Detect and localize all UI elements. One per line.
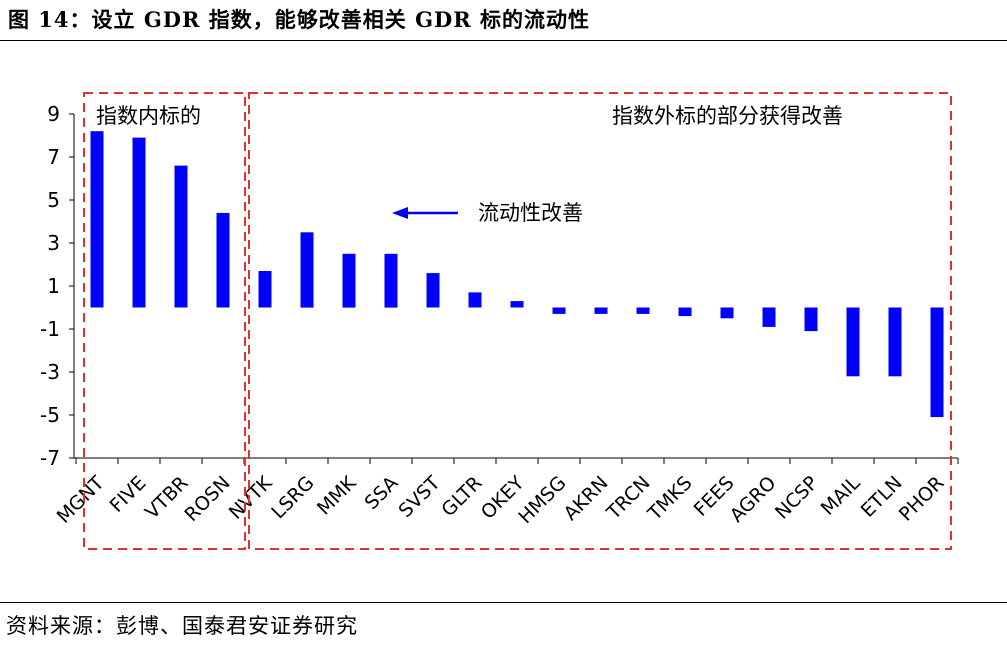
bar-agro: [762, 307, 776, 327]
group-label-non-index: 指数外标的部分获得改善: [612, 104, 843, 128]
bar-chart: 97531-1-3-5-7MGNTFIVEVTBRROSNNVTKLSRGMMK…: [40, 92, 959, 550]
group-label-index-members: 指数内标的: [96, 104, 201, 128]
bar-okey: [510, 301, 524, 308]
group-box-2: [248, 92, 952, 550]
bar-lsrg: [300, 232, 314, 308]
x-tick-label-lsrg: LSRG: [267, 472, 318, 523]
x-tick-label-hmsg: HMSG: [514, 472, 570, 528]
bar-mmk: [342, 253, 356, 308]
x-tick-label-trcn: TRCN: [602, 472, 655, 525]
bar-phor: [930, 307, 944, 418]
bar-rosn: [216, 212, 230, 308]
bar-tmks: [678, 307, 692, 317]
x-tick-label-gltr: GLTR: [437, 472, 486, 521]
y-tick-label: 1: [47, 274, 60, 298]
y-tick-label: 5: [47, 188, 60, 212]
figure-title: 图 14：设立 GDR 指数，能够改善相关 GDR 标的流动性: [8, 7, 590, 32]
x-tick-label-tmks: TMKS: [643, 472, 696, 525]
y-tick-label: -5: [40, 403, 60, 427]
source-divider: [0, 602, 1007, 603]
y-tick-label: 3: [47, 231, 60, 255]
y-tick-label: 7: [47, 145, 60, 169]
title-divider: [0, 40, 1007, 41]
y-tick-label: -1: [40, 317, 60, 341]
x-tick-label-mgnt: MGNT: [53, 472, 109, 528]
bar-nvtk: [258, 271, 272, 308]
y-tick-label: -7: [40, 446, 60, 470]
x-tick-label-svst: SVST: [395, 472, 445, 522]
annotation-label: 流动性改善: [478, 201, 583, 225]
bar-five: [132, 137, 146, 308]
group-box-1: [83, 92, 246, 550]
bar-fees: [720, 307, 734, 319]
x-tick-label-rosn: ROSN: [180, 472, 234, 526]
x-tick-label-mail: MAIL: [817, 472, 865, 520]
bar-etln: [888, 307, 902, 377]
x-tick-label-akrn: AKRN: [560, 472, 613, 525]
annotation-arrow-head: [392, 207, 408, 219]
x-tick-label-phor: PHOR: [895, 472, 949, 526]
bar-hmsg: [552, 307, 566, 314]
bar-ncsp: [804, 307, 818, 332]
x-tick-label-ncsp: NCSP: [771, 472, 823, 524]
bar-ssa: [384, 253, 398, 308]
bar-vtbr: [174, 165, 188, 308]
bar-gltr: [468, 292, 482, 308]
bar-trcn: [636, 307, 650, 314]
y-tick-label: -3: [40, 360, 60, 384]
bar-akrn: [594, 307, 608, 314]
bar-mail: [846, 307, 860, 377]
bar-svst: [426, 273, 440, 308]
bar-mgnt: [90, 131, 104, 308]
source-note: 资料来源：彭博、国泰君安证券研究: [6, 614, 358, 638]
x-tick-label-nvtk: NVTK: [225, 472, 277, 524]
x-tick-label-mmk: MMK: [313, 472, 361, 520]
x-tick-label-agro: AGRO: [726, 472, 781, 527]
y-tick-label: 9: [47, 102, 60, 126]
